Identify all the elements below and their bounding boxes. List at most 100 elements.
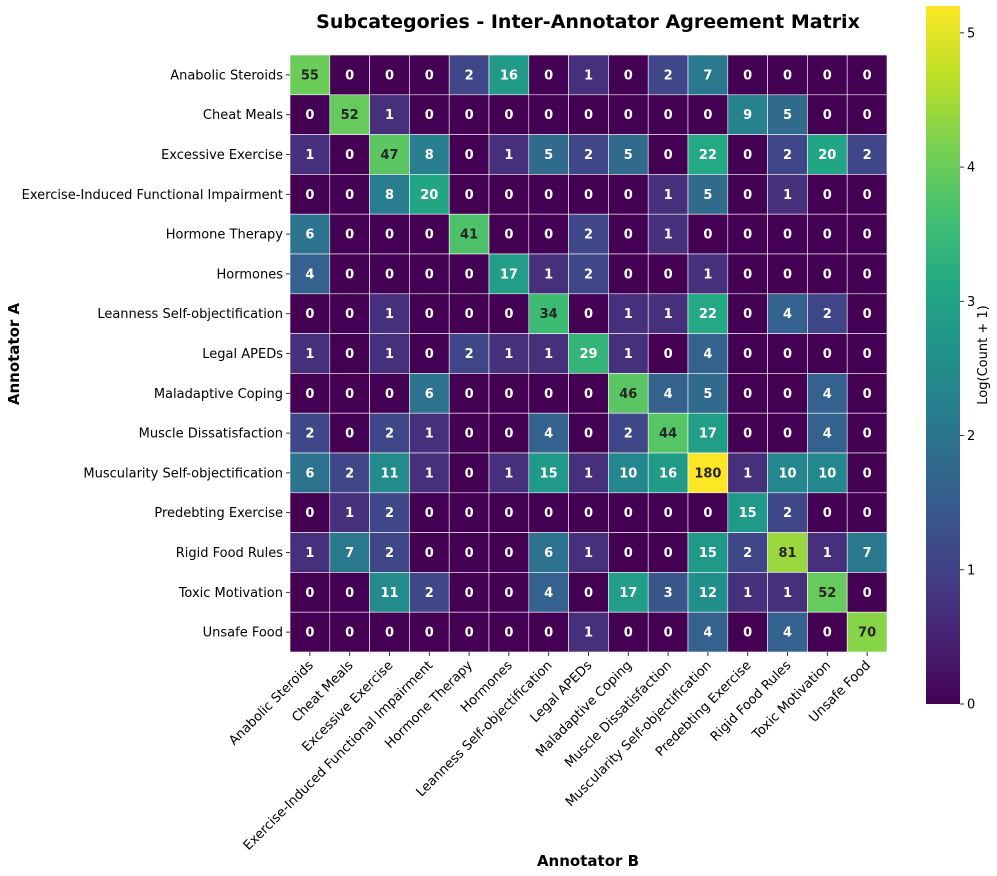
cell-value-label: 0 [664, 506, 673, 521]
cell-value-label: 0 [465, 267, 474, 282]
cell-value-label: 20 [818, 148, 836, 163]
cell-value-label: 180 [694, 466, 721, 481]
cell-value-label: 0 [823, 68, 832, 83]
heatmap-cell [448, 333, 490, 374]
heatmap-cell [369, 333, 410, 374]
cell-value-label: 1 [703, 267, 712, 282]
heatmap-cell [289, 611, 331, 653]
heatmap-cell [329, 333, 370, 374]
cell-value-label: 0 [823, 506, 832, 521]
heatmap-cell [687, 532, 729, 573]
row-label: Legal APEDs [202, 347, 283, 362]
heatmap-cell [767, 492, 808, 533]
heatmap-cell [727, 54, 768, 96]
cell-value-label: 0 [504, 188, 513, 203]
heatmap-cell [767, 134, 808, 175]
row-label: Cheat Meals [203, 108, 283, 123]
cell-value-label: 0 [584, 188, 593, 203]
heatmap-cell [528, 572, 569, 613]
heatmap-cell [369, 94, 410, 135]
heatmap-cell [329, 54, 370, 96]
row-label: Hormones [217, 267, 284, 282]
heatmap-cell [608, 213, 649, 255]
cell-value-label: 0 [624, 267, 633, 282]
cell-value-label: 0 [345, 387, 354, 402]
heatmap-cell [448, 174, 490, 215]
cell-value-label: 0 [425, 108, 434, 123]
heatmap-cell [369, 492, 410, 533]
cell-value-label: 0 [425, 347, 434, 362]
heatmap-cell [329, 492, 370, 533]
cell-value-label: 0 [345, 267, 354, 282]
cell-value-label: 0 [863, 108, 872, 123]
cell-value-label: 2 [823, 307, 832, 322]
heatmap-cell [608, 611, 649, 653]
cell-value-label: 0 [624, 68, 633, 83]
cell-value-label: 46 [619, 387, 637, 402]
heatmap-cell [329, 452, 370, 494]
cell-value-label: 0 [504, 307, 513, 322]
cell-value-label: 0 [743, 387, 752, 402]
heatmap-cell [528, 213, 569, 255]
colorbar-tick-label: 5 [967, 26, 975, 41]
heatmap-cell [727, 492, 768, 533]
heatmap-cell [289, 174, 331, 215]
cell-value-label: 0 [863, 466, 872, 481]
heatmap-cell [846, 134, 888, 175]
cell-value-label: 0 [863, 427, 872, 442]
cell-value-label: 15 [540, 466, 558, 481]
cell-value-label: 11 [380, 586, 398, 601]
cell-value-label: 1 [544, 347, 553, 362]
cell-value-label: 1 [305, 347, 314, 362]
cell-value-label: 1 [664, 228, 673, 243]
row-label: Leanness Self-objectification [97, 307, 283, 322]
cell-value-label: 0 [743, 148, 752, 163]
heatmap-cell [568, 134, 609, 175]
cell-value-label: 0 [345, 626, 354, 641]
cell-value-label: 0 [385, 267, 394, 282]
heatmap-cell [329, 94, 370, 135]
cell-value-label: 4 [783, 626, 792, 641]
cell-value-label: 1 [823, 546, 832, 561]
cell-value-label: 0 [783, 427, 792, 442]
cell-value-label: 0 [504, 506, 513, 521]
cell-value-label: 16 [659, 466, 677, 481]
heatmap-cell [608, 174, 649, 215]
heatmap-cell [647, 174, 689, 215]
cell-value-label: 1 [783, 586, 792, 601]
heatmap-cell [647, 54, 689, 96]
heatmap-cell [369, 54, 410, 96]
cell-value-label: 0 [584, 427, 593, 442]
cell-value-label: 17 [500, 267, 518, 282]
cell-value-label: 17 [699, 427, 717, 442]
cell-value-label: 0 [544, 68, 553, 83]
cell-value-label: 0 [863, 506, 872, 521]
cell-value-label: 0 [305, 586, 314, 601]
cell-value-label: 1 [584, 626, 593, 641]
cell-value-label: 4 [544, 427, 553, 442]
heatmap-cell [807, 94, 848, 135]
heatmap-cell [807, 253, 848, 295]
colorbar-tick-label: 2 [967, 429, 975, 444]
heatmap-cell [846, 572, 888, 613]
heatmap-cell [488, 94, 530, 135]
cell-value-label: 1 [584, 546, 593, 561]
cell-value-label: 0 [544, 188, 553, 203]
cell-value-label: 1 [504, 148, 513, 163]
heatmap-cell [647, 94, 689, 135]
heatmap-cell [409, 293, 450, 334]
heatmap-cell [409, 452, 450, 494]
heatmap-cell [488, 373, 530, 414]
heatmap-cell [409, 373, 450, 414]
cell-value-label: 0 [823, 108, 832, 123]
y-axis-title: Annotator A [5, 302, 23, 405]
cell-value-label: 10 [778, 466, 796, 481]
cell-value-label: 29 [579, 347, 597, 362]
cell-value-label: 1 [783, 188, 792, 203]
cell-value-label: 0 [345, 188, 354, 203]
heatmap-cell [846, 492, 888, 533]
colorbar-tick-label: 4 [967, 161, 975, 176]
heatmap-cell [727, 253, 768, 295]
heatmap-cell [846, 293, 888, 334]
cell-value-label: 12 [699, 586, 717, 601]
